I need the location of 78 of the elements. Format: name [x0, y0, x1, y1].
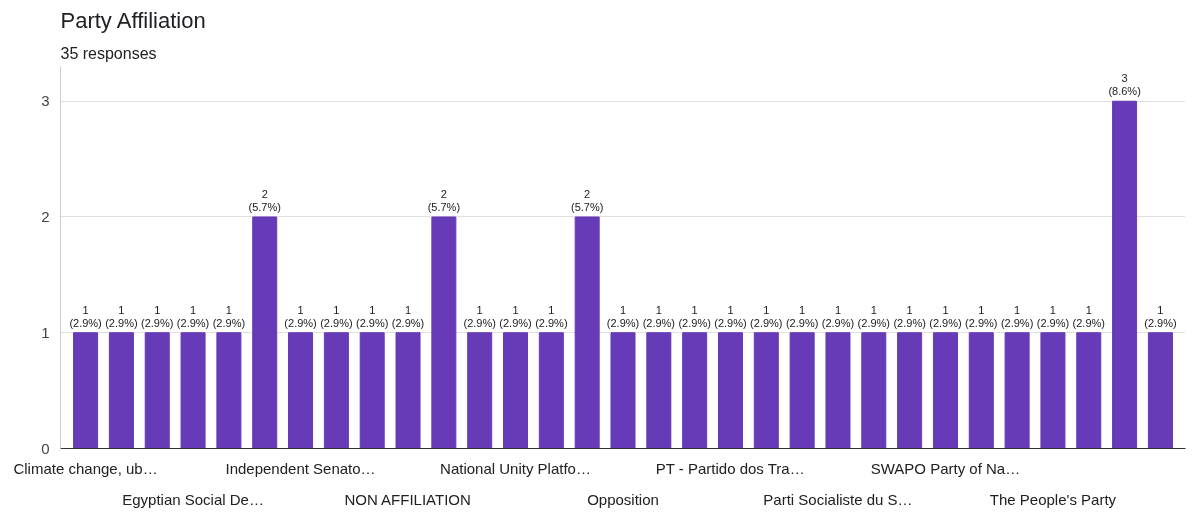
data-label: 2 (5.7%)	[248, 187, 281, 213]
x-tick-label: Egyptian Social De…	[122, 490, 264, 508]
y-tick-label: 3	[41, 92, 50, 110]
y-tick-label: 2	[41, 207, 50, 225]
data-label: 1 (2.9%)	[1000, 303, 1034, 329]
bar	[753, 332, 779, 449]
data-label: 1 (2.9%)	[1072, 303, 1105, 329]
bar	[431, 216, 457, 449]
bar	[503, 332, 529, 449]
x-tick-label: National Unity Platfo…	[440, 459, 591, 477]
data-label: 1 (2.9%)	[1036, 303, 1070, 329]
bar	[180, 332, 206, 449]
bar	[216, 332, 242, 449]
data-label: 1 (2.9%)	[821, 303, 855, 329]
x-tick-label: SWAPO Party of Na…	[870, 459, 1021, 477]
data-label: 1 (2.9%)	[678, 303, 711, 329]
bar	[288, 332, 314, 449]
bar	[1076, 332, 1102, 449]
data-label: 1 (2.9%)	[965, 303, 998, 329]
bar	[646, 332, 672, 449]
data-label: 3 (8.6%)	[1108, 72, 1141, 98]
data-label: 1 (2.9%)	[714, 303, 747, 329]
bar	[395, 332, 421, 449]
y-tick-label: 1	[41, 323, 50, 341]
bar	[1004, 332, 1030, 449]
data-label: 2 (5.7%)	[427, 187, 461, 213]
data-label: 1 (2.9%)	[929, 303, 962, 329]
data-label: 1 (2.9%)	[320, 303, 353, 329]
data-label: 1 (2.9%)	[69, 303, 102, 329]
data-label: 1 (2.9%)	[857, 303, 890, 329]
bar	[1112, 100, 1138, 449]
x-tick-label: Independent Senato…	[225, 459, 376, 477]
data-label: 1 (2.9%)	[141, 303, 174, 329]
x-tick-label: The People's Party	[989, 490, 1117, 508]
data-label: 1 (2.9%)	[105, 303, 138, 329]
x-tick-label: Parti Socialiste du S…	[763, 490, 913, 508]
bar	[861, 332, 887, 449]
data-label: 1 (2.9%)	[212, 303, 246, 329]
bar	[574, 216, 600, 449]
data-label: 1 (2.9%)	[1144, 303, 1177, 329]
y-tick-label: 0	[41, 439, 50, 457]
bar	[1040, 332, 1066, 449]
x-tick-label: Opposition	[587, 490, 659, 508]
bar	[323, 332, 349, 449]
chart-subtitle: 35 responses	[60, 44, 157, 62]
bar	[897, 332, 923, 449]
x-tick-label: NON AFFILIATION	[344, 490, 471, 508]
bar	[932, 332, 958, 449]
data-label: 1 (2.9%)	[642, 303, 676, 329]
bar	[144, 332, 170, 449]
data-label: 1 (2.9%)	[750, 303, 783, 329]
bar	[467, 332, 493, 449]
chart-title: Party Affiliation	[60, 7, 206, 33]
bar	[968, 332, 994, 449]
bar	[359, 332, 385, 449]
bar	[610, 332, 636, 449]
bar	[73, 332, 99, 449]
data-label: 1 (2.9%)	[284, 303, 317, 329]
data-label: 1 (2.9%)	[606, 303, 640, 329]
data-label: 1 (2.9%)	[356, 303, 389, 329]
data-label: 1 (2.9%)	[463, 303, 496, 329]
data-label: 1 (2.9%)	[176, 303, 210, 329]
data-label: 1 (2.9%)	[499, 303, 532, 329]
bar	[252, 216, 278, 449]
data-label: 1 (2.9%)	[893, 303, 926, 329]
x-tick-label: Climate change, ub…	[13, 459, 158, 477]
bar	[538, 332, 564, 449]
data-label: 1 (2.9%)	[785, 303, 819, 329]
data-label: 1 (2.9%)	[391, 303, 425, 329]
bar	[825, 332, 851, 449]
bar	[789, 332, 815, 449]
bar	[717, 332, 743, 449]
bar	[108, 332, 134, 449]
data-label: 1 (2.9%)	[535, 303, 568, 329]
data-label: 2 (5.7%)	[570, 187, 604, 213]
bar	[682, 332, 708, 449]
bar	[1147, 332, 1173, 449]
x-tick-label: PT - Partido dos Tra…	[655, 459, 805, 477]
